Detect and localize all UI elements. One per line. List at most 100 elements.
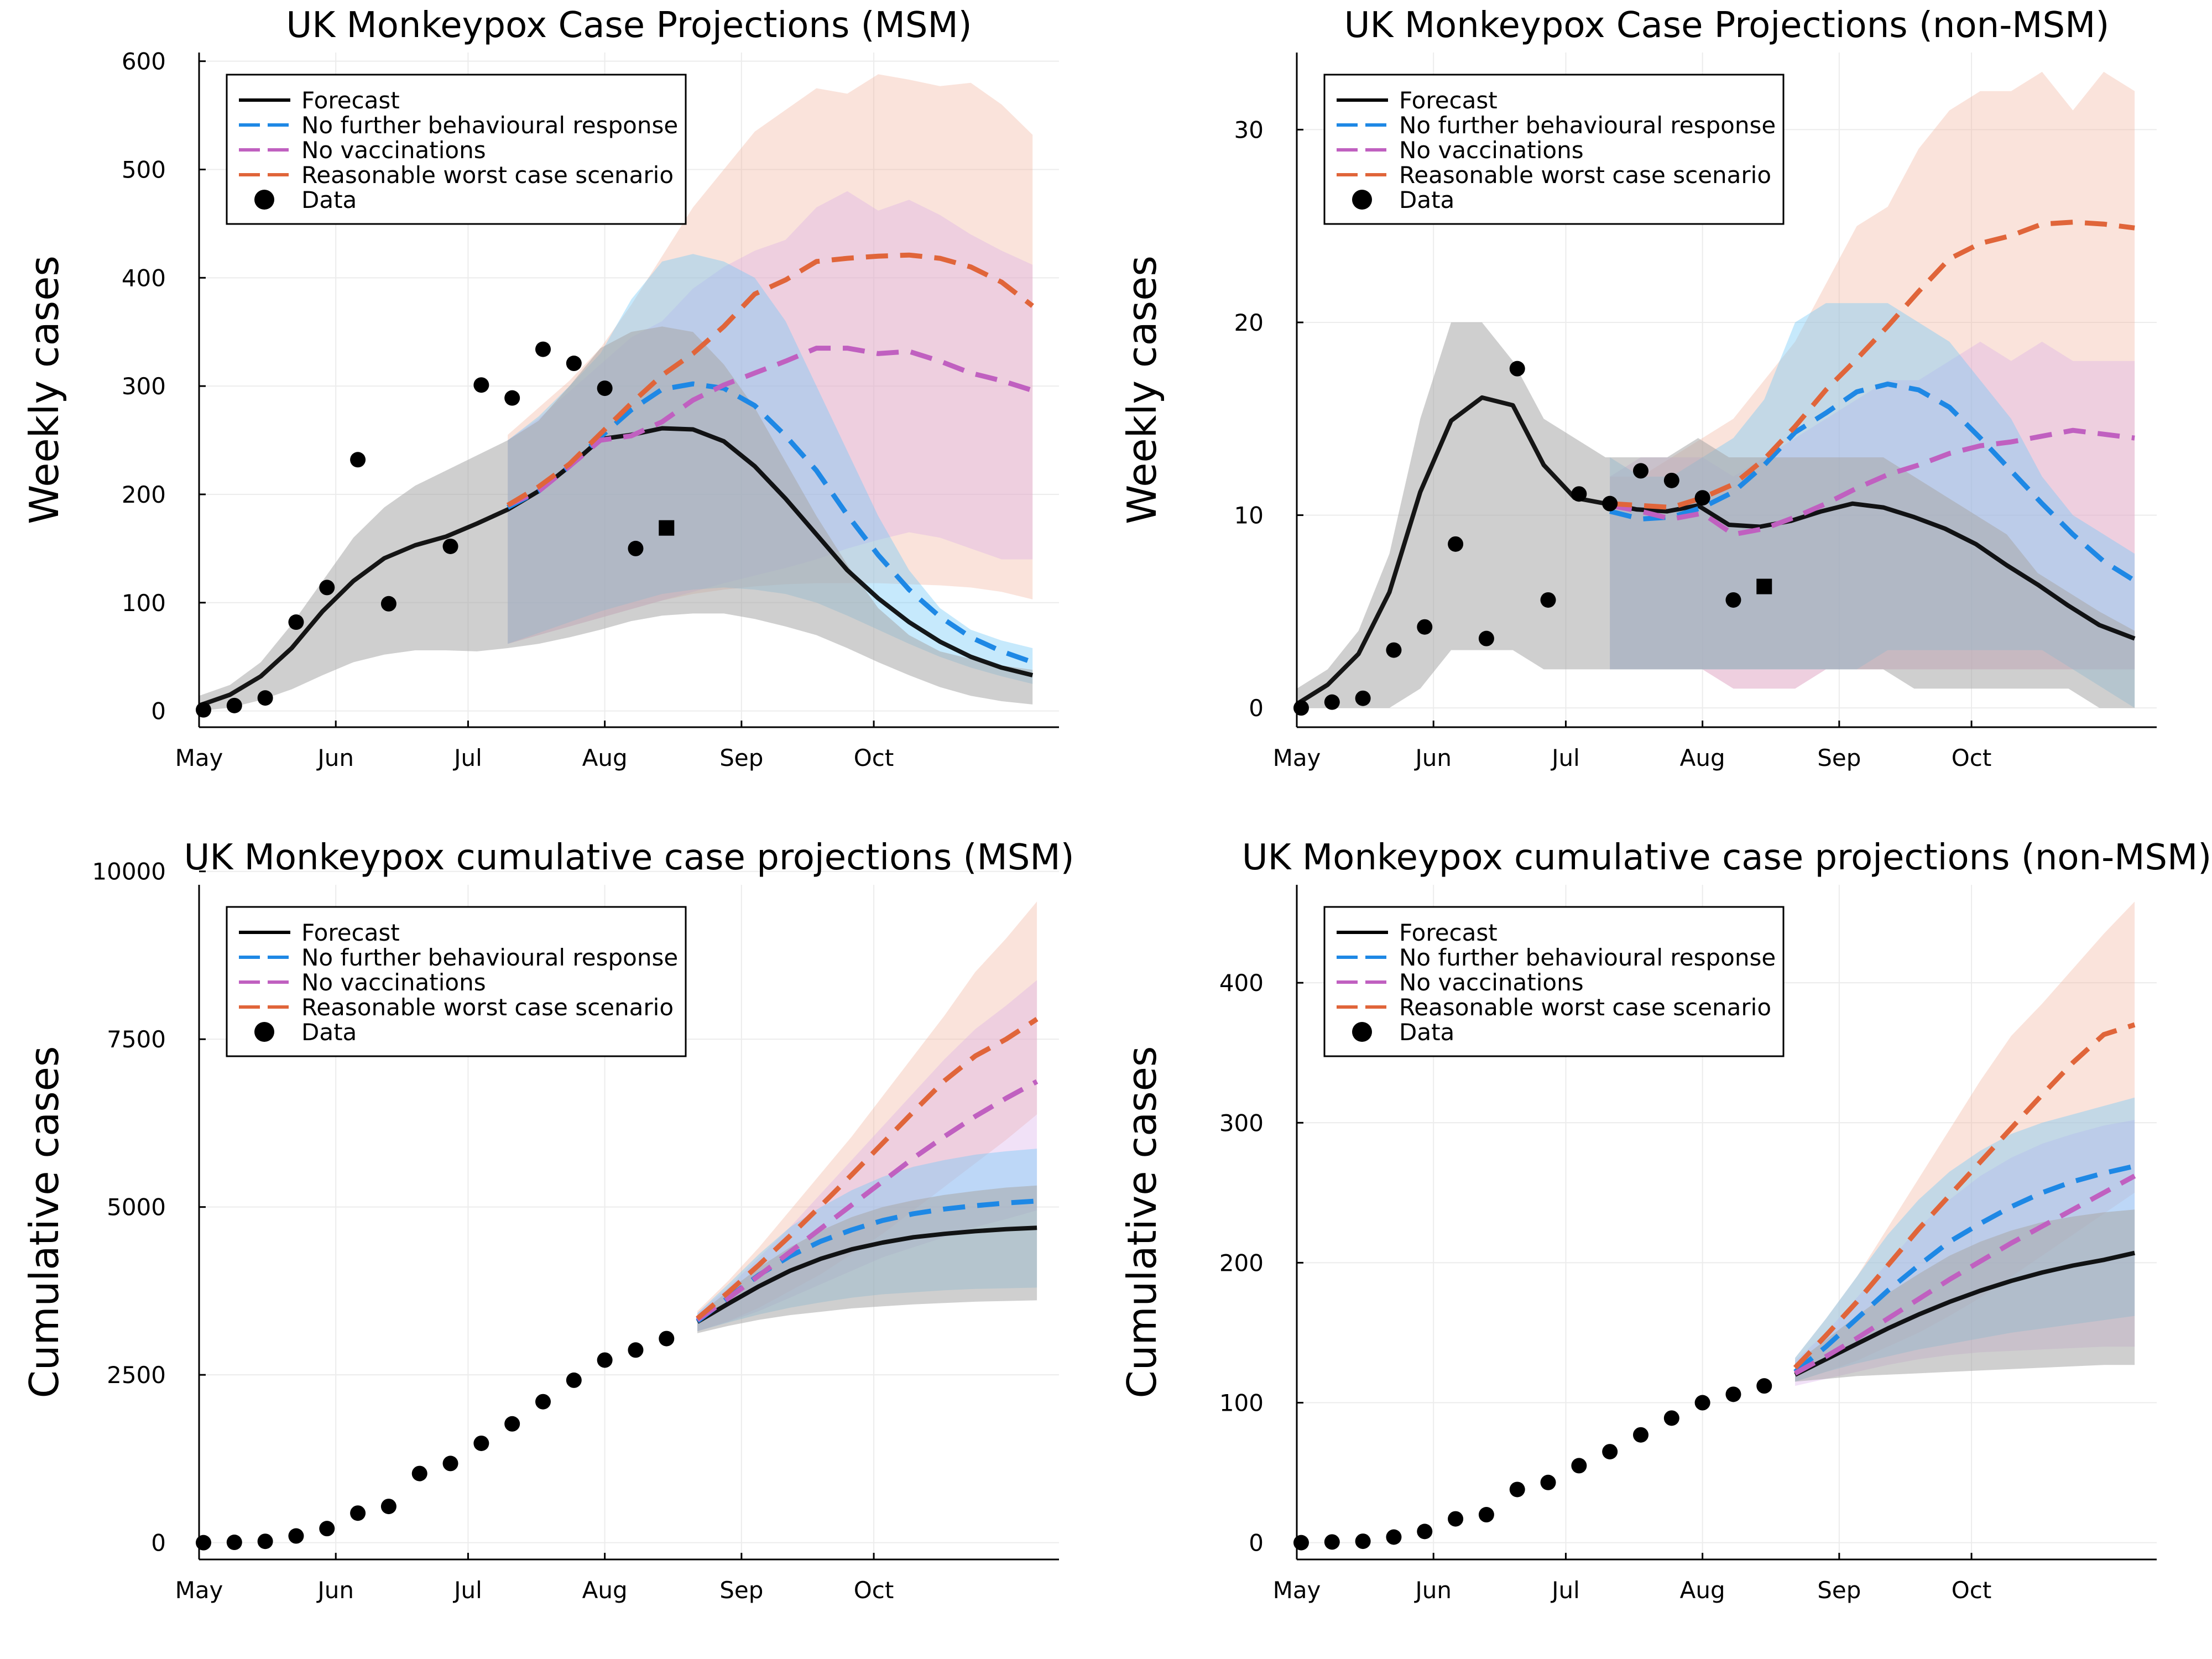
legend-label: Data bbox=[1399, 1019, 1454, 1046]
data-point bbox=[288, 614, 304, 630]
legend-label: Reasonable worst case scenario bbox=[301, 161, 674, 189]
series-line-no_behaviour bbox=[1609, 382, 2136, 583]
legend-label: Reasonable worst case scenario bbox=[1399, 994, 1771, 1021]
y-tick-label: 10000 bbox=[92, 858, 166, 885]
data-point bbox=[1448, 1511, 1464, 1527]
data-point bbox=[350, 1505, 366, 1521]
x-tick-label: Jun bbox=[316, 1577, 354, 1604]
x-tick-label: Jul bbox=[452, 1577, 482, 1604]
legend-label: Forecast bbox=[1399, 87, 1498, 114]
legend-label: Reasonable worst case scenario bbox=[301, 994, 674, 1021]
legend-label: No vaccinations bbox=[1399, 137, 1584, 164]
x-tick-label: Jul bbox=[452, 744, 482, 771]
data-point bbox=[1663, 1410, 1679, 1426]
series-line-forecast bbox=[1295, 395, 2136, 706]
y-tick-label: 0 bbox=[1249, 1530, 1264, 1557]
data-point bbox=[380, 1499, 397, 1515]
data-point bbox=[628, 540, 644, 556]
data-point bbox=[226, 1535, 242, 1551]
y-tick-label: 300 bbox=[1219, 1109, 1264, 1136]
x-tick-label: May bbox=[1273, 1577, 1321, 1604]
data-point bbox=[566, 1372, 582, 1388]
x-tick-label: May bbox=[1273, 744, 1321, 771]
data-point bbox=[1725, 1386, 1741, 1402]
x-tick-label: Aug bbox=[582, 1577, 628, 1604]
chart-title: UK Monkeypox Case Projections (non-MSM) bbox=[1344, 5, 2110, 46]
series-line-forecast bbox=[696, 1225, 1037, 1324]
data-point bbox=[628, 1342, 644, 1358]
data-point bbox=[504, 1416, 520, 1432]
y-tick-label: 100 bbox=[1219, 1390, 1264, 1417]
y-tick-label: 5000 bbox=[107, 1194, 166, 1221]
data-point bbox=[1633, 1427, 1648, 1443]
legend-label: No further behavioural response bbox=[301, 112, 678, 139]
data-point bbox=[1540, 592, 1556, 608]
legend-label: No vaccinations bbox=[301, 969, 486, 996]
legend-label: No further behavioural response bbox=[1399, 112, 1776, 139]
data-point bbox=[319, 1521, 335, 1537]
data-point bbox=[1540, 1474, 1556, 1490]
legend-label: Forecast bbox=[1399, 919, 1498, 946]
y-tick-label: 0 bbox=[151, 1530, 166, 1557]
legend-label: No vaccinations bbox=[301, 137, 486, 164]
y-tick-label: 2500 bbox=[107, 1361, 166, 1389]
data-point bbox=[1756, 1378, 1772, 1394]
x-tick-label: Aug bbox=[1680, 1577, 1725, 1604]
legend-label: No further behavioural response bbox=[301, 944, 678, 971]
legend-label: No further behavioural response bbox=[1399, 944, 1776, 971]
series-line-no_vacc bbox=[1793, 1173, 2136, 1376]
data-point bbox=[597, 1352, 613, 1368]
x-tick-label: Oct bbox=[1952, 1577, 1992, 1604]
data-point bbox=[1725, 592, 1741, 608]
x-tick-label: Sep bbox=[719, 744, 763, 771]
y-tick-label: 600 bbox=[122, 48, 166, 75]
data-point bbox=[504, 390, 520, 406]
x-tick-label: Sep bbox=[1817, 1577, 1861, 1604]
data-point bbox=[411, 1465, 427, 1481]
data-point bbox=[1355, 1533, 1371, 1550]
data-point-square bbox=[659, 520, 675, 536]
data-point bbox=[535, 1394, 551, 1410]
legend-box bbox=[1323, 74, 1785, 225]
data-point bbox=[1355, 690, 1371, 706]
data-point bbox=[350, 452, 366, 468]
legend-label: Data bbox=[301, 186, 357, 213]
series-line-forecast bbox=[198, 426, 1034, 708]
data-point bbox=[535, 341, 551, 357]
series-line-no_behaviour bbox=[1793, 1164, 2136, 1374]
legend-marker-data bbox=[254, 1022, 274, 1042]
x-tick-label: Jul bbox=[1550, 1577, 1580, 1604]
data-point bbox=[257, 1533, 273, 1550]
band-worst bbox=[1795, 901, 2135, 1382]
legend-label: Forecast bbox=[301, 87, 400, 114]
y-axis-label: Cumulative cases bbox=[1119, 1046, 1165, 1399]
band-forecast bbox=[697, 1185, 1037, 1333]
y-tick-label: 20 bbox=[1234, 309, 1264, 336]
data-point bbox=[1417, 619, 1433, 635]
data-point bbox=[597, 380, 613, 397]
data-point bbox=[195, 702, 211, 718]
y-axis-label: Weekly cases bbox=[1119, 255, 1165, 524]
x-tick-label: Sep bbox=[1817, 744, 1861, 771]
data-point bbox=[1417, 1524, 1433, 1540]
x-tick-label: Jul bbox=[1550, 744, 1580, 771]
legend-label: No vaccinations bbox=[1399, 969, 1584, 996]
series-line-no_vacc bbox=[507, 346, 1034, 508]
legend-label: Forecast bbox=[301, 919, 400, 946]
legend-label: Data bbox=[301, 1019, 357, 1046]
x-tick-label: Oct bbox=[854, 744, 894, 771]
legend-box bbox=[226, 74, 687, 225]
data-point bbox=[1694, 490, 1710, 506]
data-point bbox=[473, 377, 489, 393]
data-point bbox=[380, 596, 397, 612]
data-point bbox=[1386, 642, 1402, 658]
data-point bbox=[288, 1528, 304, 1544]
x-tick-label: Aug bbox=[1680, 744, 1725, 771]
data-point-square bbox=[1756, 578, 1772, 594]
data-point bbox=[1571, 486, 1587, 502]
chart-title: UK Monkeypox cumulative case projections… bbox=[184, 837, 1074, 878]
data-point bbox=[1324, 694, 1340, 710]
